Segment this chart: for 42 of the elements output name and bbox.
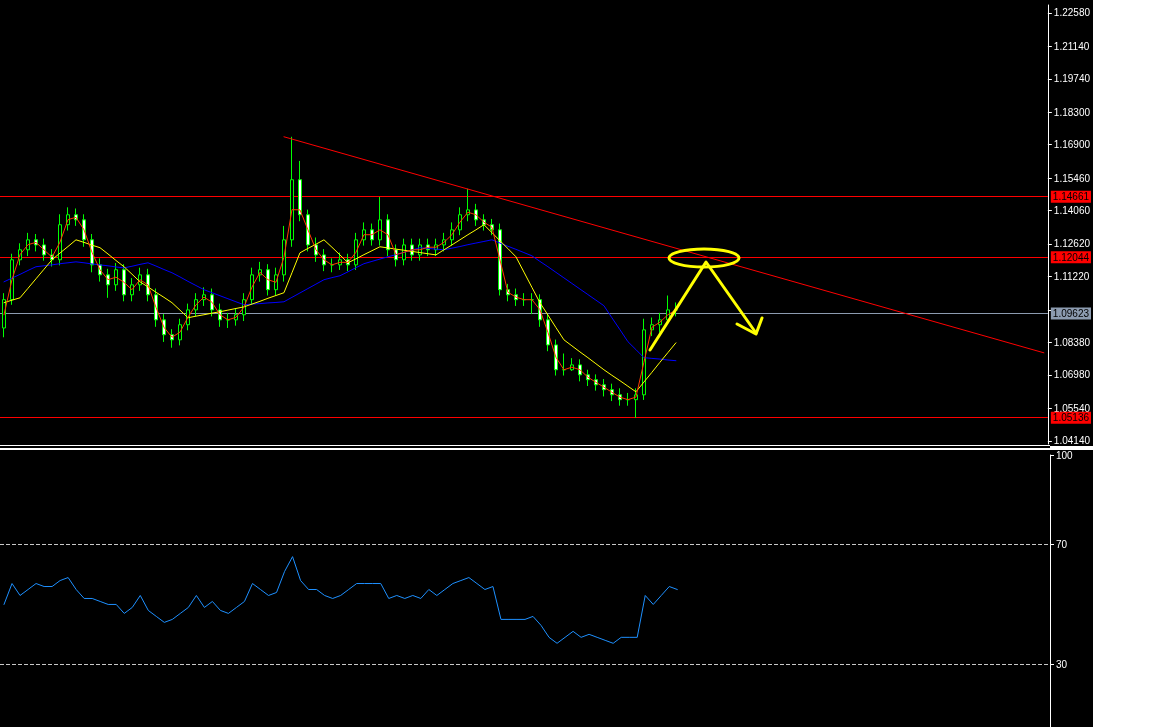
candlestick [458, 206, 462, 236]
candlestick [26, 232, 30, 257]
candlestick [226, 312, 230, 329]
candlestick [626, 392, 630, 407]
candlestick [298, 160, 302, 222]
candlestick [266, 263, 270, 296]
candlestick [338, 252, 342, 271]
candlestick [530, 292, 534, 315]
y-tick-label: 1.04140 [1053, 435, 1091, 447]
y-tick-label: 30 [1056, 658, 1068, 670]
y-tick-label: 1.08380 [1053, 336, 1091, 348]
candlestick [562, 353, 566, 377]
y-tick-label: 1.11220 [1053, 270, 1090, 282]
y-tick-label: 1.06980 [1053, 369, 1091, 381]
candlestick [522, 292, 526, 307]
y-tick-label: 1.15460 [1053, 172, 1091, 184]
y-tick-label: 1.14060 [1053, 205, 1091, 217]
candlestick [634, 387, 638, 419]
ref-line-label: 1.12044 [1052, 251, 1090, 263]
ref-line-label: 1.09623 [1052, 308, 1090, 320]
candlestick [466, 188, 470, 222]
y-tick-label: 1.19740 [1053, 73, 1091, 85]
y-tick-label: 1.12620 [1053, 238, 1091, 250]
candlestick [306, 209, 310, 252]
candlestick [290, 136, 294, 248]
candlestick [122, 263, 126, 302]
line-series [3, 239, 677, 362]
y-tick-label: 100 [1056, 449, 1074, 461]
ref-line-label: 1.14661 [1052, 191, 1090, 203]
line-series [3, 556, 678, 644]
y-tick-label: 1.21140 [1053, 40, 1090, 52]
y-tick-label: 1.22580 [1053, 7, 1091, 19]
candlestick [106, 268, 110, 299]
y-tick-label: 1.05540 [1053, 402, 1091, 414]
candlestick [370, 223, 374, 247]
y-tick-label: 1.18300 [1053, 106, 1091, 118]
ref-line-label: 1.05136 [1052, 412, 1090, 424]
y-tick-label: 1.16900 [1053, 139, 1091, 151]
candlestick [330, 257, 334, 273]
candlestick [378, 196, 382, 247]
candlestick [114, 262, 118, 292]
y-tick-label: 70 [1056, 539, 1068, 551]
